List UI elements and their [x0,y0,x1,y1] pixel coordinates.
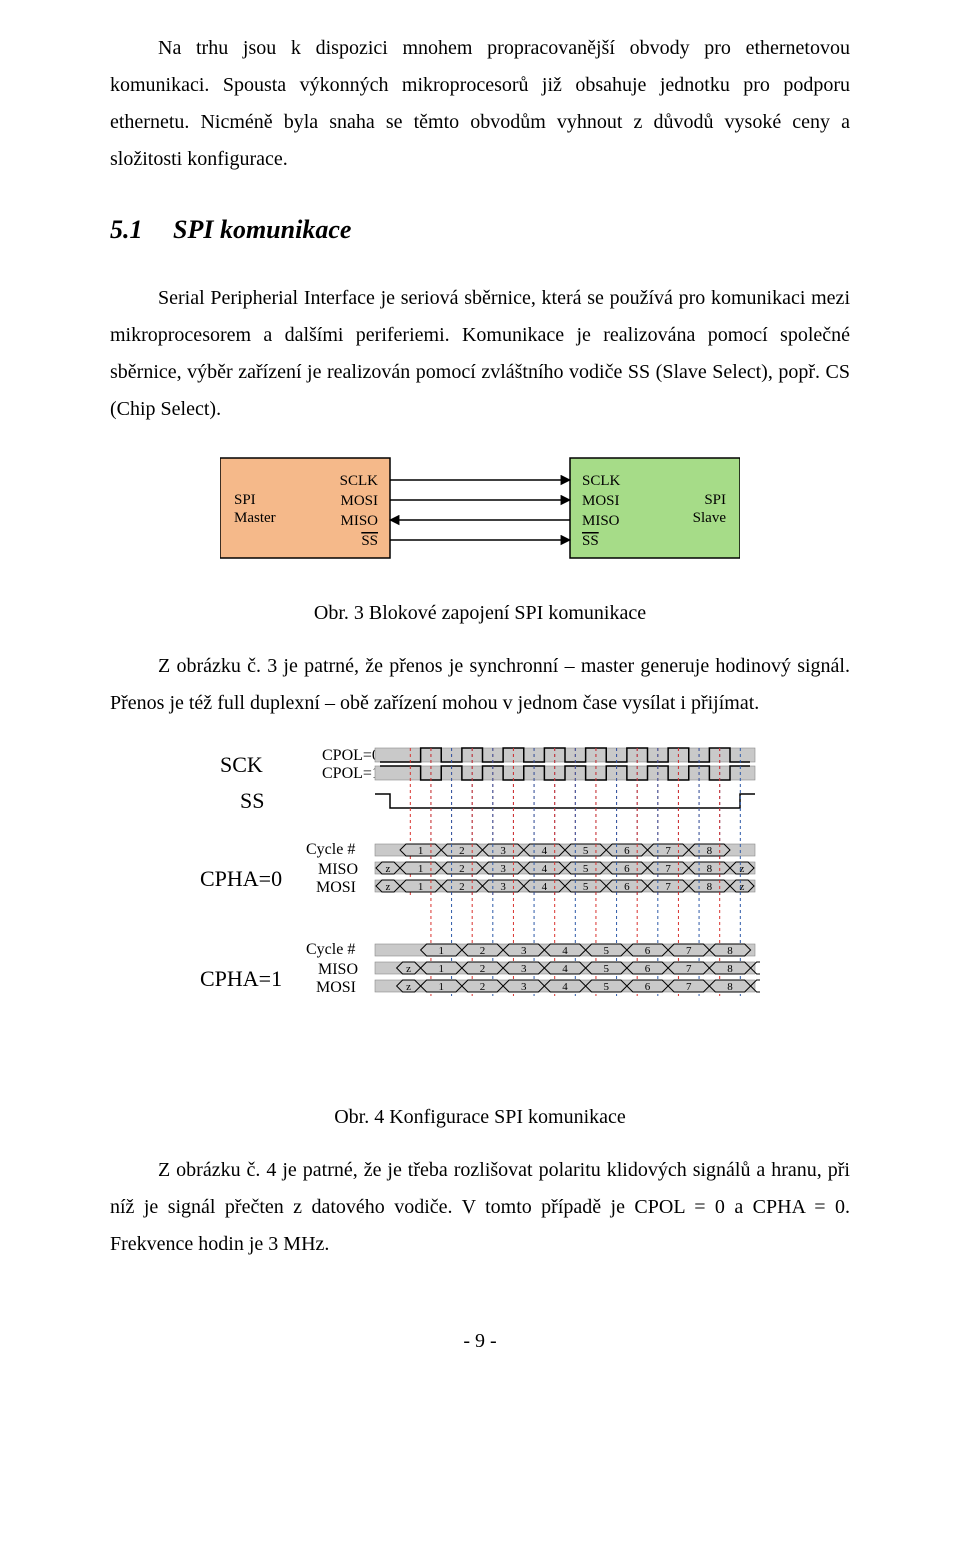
svg-text:SS: SS [582,533,599,549]
svg-text:8: 8 [727,981,733,993]
heading-5-1: 5.1 SPI komunikace [110,206,850,254]
svg-text:6: 6 [645,981,651,993]
svg-text:MOSI: MOSI [582,493,620,509]
svg-text:MISO: MISO [582,513,620,529]
svg-text:4: 4 [562,963,568,975]
svg-text:4: 4 [562,981,568,993]
svg-text:CPHA=1: CPHA=1 [200,966,282,991]
svg-text:MISO: MISO [340,513,378,529]
paragraph-fig3-desc: Z obrázku č. 3 je patrné, že přenos je s… [110,648,850,722]
svg-text:8: 8 [727,963,733,975]
svg-text:SCLK: SCLK [340,473,379,489]
svg-text:6: 6 [645,945,651,957]
svg-text:5: 5 [583,863,589,875]
page-number: - 9 - [110,1323,850,1360]
svg-text:4: 4 [542,845,548,857]
svg-text:7: 7 [665,863,671,875]
svg-text:2: 2 [480,981,486,993]
svg-text:5: 5 [604,981,610,993]
svg-text:CPOL=1: CPOL=1 [322,765,380,782]
svg-text:8: 8 [707,845,713,857]
svg-text:3: 3 [500,863,506,875]
svg-text:z: z [406,981,411,993]
svg-text:SPI: SPI [234,492,256,508]
svg-text:8: 8 [707,881,713,893]
svg-text:3: 3 [500,845,506,857]
svg-text:MOSI: MOSI [340,493,378,509]
figure-4: SCKCPOL=0CPOL=1SSCPHA=0Cycle #MISOMOSI12… [200,742,760,1085]
svg-text:MISO: MISO [318,861,358,878]
svg-text:z: z [406,963,411,975]
svg-text:2: 2 [480,963,486,975]
svg-text:1: 1 [439,963,445,975]
svg-text:6: 6 [645,963,651,975]
svg-text:MOSI: MOSI [316,979,356,996]
svg-text:MOSI: MOSI [316,879,356,896]
svg-text:1: 1 [439,945,445,957]
svg-text:1: 1 [418,881,424,893]
heading-title: SPI komunikace [173,215,351,244]
figure-3: SPI Master SPI Slave SCLK SCLK MOSI MOSI MISO MIS… [220,448,740,581]
svg-text:SS: SS [361,533,378,549]
heading-number: 5.1 [110,215,143,244]
figure-3-svg: SPI Master SPI Slave SCLK SCLK MOSI MOSI MISO MIS… [220,448,740,568]
svg-text:5: 5 [604,963,610,975]
svg-text:7: 7 [665,881,671,893]
svg-text:1: 1 [418,845,424,857]
svg-text:2: 2 [459,845,465,857]
svg-text:6: 6 [624,845,630,857]
svg-text:3: 3 [500,881,506,893]
svg-text:7: 7 [686,945,692,957]
svg-text:7: 7 [686,981,692,993]
svg-text:2: 2 [459,863,465,875]
svg-text:Cycle #: Cycle # [306,841,355,858]
svg-text:z: z [386,863,391,875]
svg-text:1: 1 [418,863,424,875]
svg-text:Master: Master [234,510,276,526]
svg-text:2: 2 [459,881,465,893]
svg-text:8: 8 [727,945,733,957]
figure-4-caption: Obr. 4 Konfigurace SPI komunikace [110,1099,850,1136]
svg-text:7: 7 [686,963,692,975]
svg-text:CPOL=0: CPOL=0 [322,747,380,764]
svg-text:3: 3 [521,981,527,993]
svg-text:3: 3 [521,963,527,975]
svg-text:CPHA=0: CPHA=0 [200,866,282,891]
svg-text:MISO: MISO [318,961,358,978]
paragraph-fig4-desc: Z obrázku č. 4 je patrné, že je třeba ro… [110,1152,850,1263]
svg-text:5: 5 [604,945,610,957]
svg-text:7: 7 [665,845,671,857]
page: Na trhu jsou k dispozici mnohem propraco… [0,0,960,1400]
paragraph-intro: Na trhu jsou k dispozici mnohem propraco… [110,30,850,178]
svg-text:4: 4 [542,881,548,893]
paragraph-spi-def: Serial Peripherial Interface je seriová … [110,280,850,428]
svg-text:1: 1 [439,981,445,993]
svg-text:Slave: Slave [693,510,727,526]
svg-text:6: 6 [624,863,630,875]
svg-text:SS: SS [240,788,264,813]
svg-text:3: 3 [521,945,527,957]
svg-text:5: 5 [583,845,589,857]
svg-text:SCK: SCK [220,752,263,777]
svg-text:8: 8 [707,863,713,875]
svg-text:4: 4 [562,945,568,957]
svg-text:SPI: SPI [704,492,726,508]
svg-text:2: 2 [480,945,486,957]
figure-3-caption: Obr. 3 Blokové zapojení SPI komunikace [110,595,850,632]
figure-4-svg: SCKCPOL=0CPOL=1SSCPHA=0Cycle #MISOMOSI12… [200,742,760,1072]
svg-text:SCLK: SCLK [582,473,621,489]
svg-text:4: 4 [542,863,548,875]
svg-text:Cycle #: Cycle # [306,941,355,958]
svg-text:z: z [386,881,391,893]
svg-text:6: 6 [624,881,630,893]
svg-text:5: 5 [583,881,589,893]
